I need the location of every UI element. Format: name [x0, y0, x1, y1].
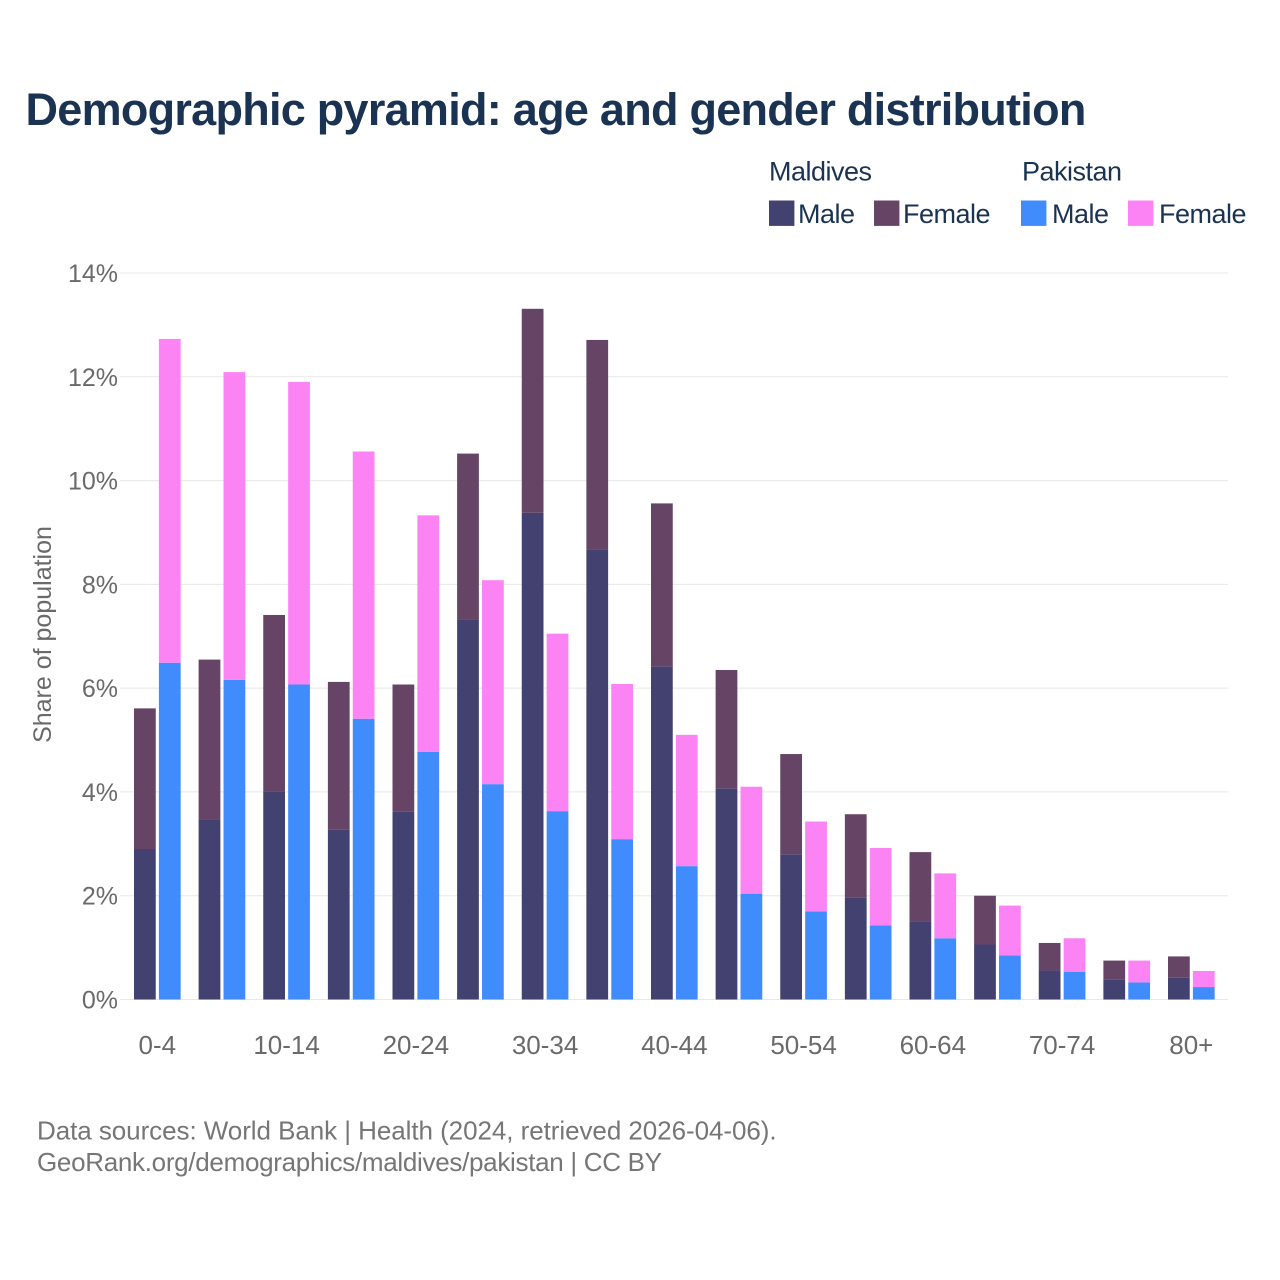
svg-text:2%: 2%: [82, 883, 118, 911]
svg-text:8%: 8%: [82, 571, 118, 599]
svg-text:40-44: 40-44: [641, 1030, 708, 1060]
svg-text:6%: 6%: [82, 675, 118, 703]
svg-text:12%: 12%: [68, 364, 118, 392]
svg-text:Male: Male: [1052, 199, 1109, 229]
svg-text:Female: Female: [1159, 199, 1246, 229]
svg-text:4%: 4%: [82, 779, 118, 807]
svg-text:10%: 10%: [68, 468, 118, 496]
svg-text:Male: Male: [798, 199, 855, 229]
svg-text:60-64: 60-64: [900, 1030, 967, 1060]
svg-text:10-14: 10-14: [253, 1030, 320, 1060]
svg-text:0%: 0%: [82, 987, 118, 1015]
svg-text:80+: 80+: [1169, 1030, 1213, 1060]
svg-text:Maldives: Maldives: [769, 157, 872, 187]
svg-text:Female: Female: [903, 199, 990, 229]
svg-text:14%: 14%: [68, 260, 118, 288]
svg-text:GeoRank.org/demographics/maldi: GeoRank.org/demographics/maldives/pakist…: [37, 1147, 662, 1177]
svg-text:20-24: 20-24: [383, 1030, 450, 1060]
svg-text:30-34: 30-34: [512, 1030, 579, 1060]
svg-text:Demographic pyramid: age and g: Demographic pyramid: age and gender dist…: [26, 84, 1086, 135]
svg-text:Data sources: World Bank | Hea: Data sources: World Bank | Health (2024,…: [37, 1116, 777, 1146]
svg-text:Share of population: Share of population: [29, 526, 57, 743]
svg-text:0-4: 0-4: [139, 1030, 177, 1060]
svg-text:70-74: 70-74: [1029, 1030, 1096, 1060]
svg-text:Pakistan: Pakistan: [1022, 157, 1122, 187]
svg-text:50-54: 50-54: [770, 1030, 837, 1060]
